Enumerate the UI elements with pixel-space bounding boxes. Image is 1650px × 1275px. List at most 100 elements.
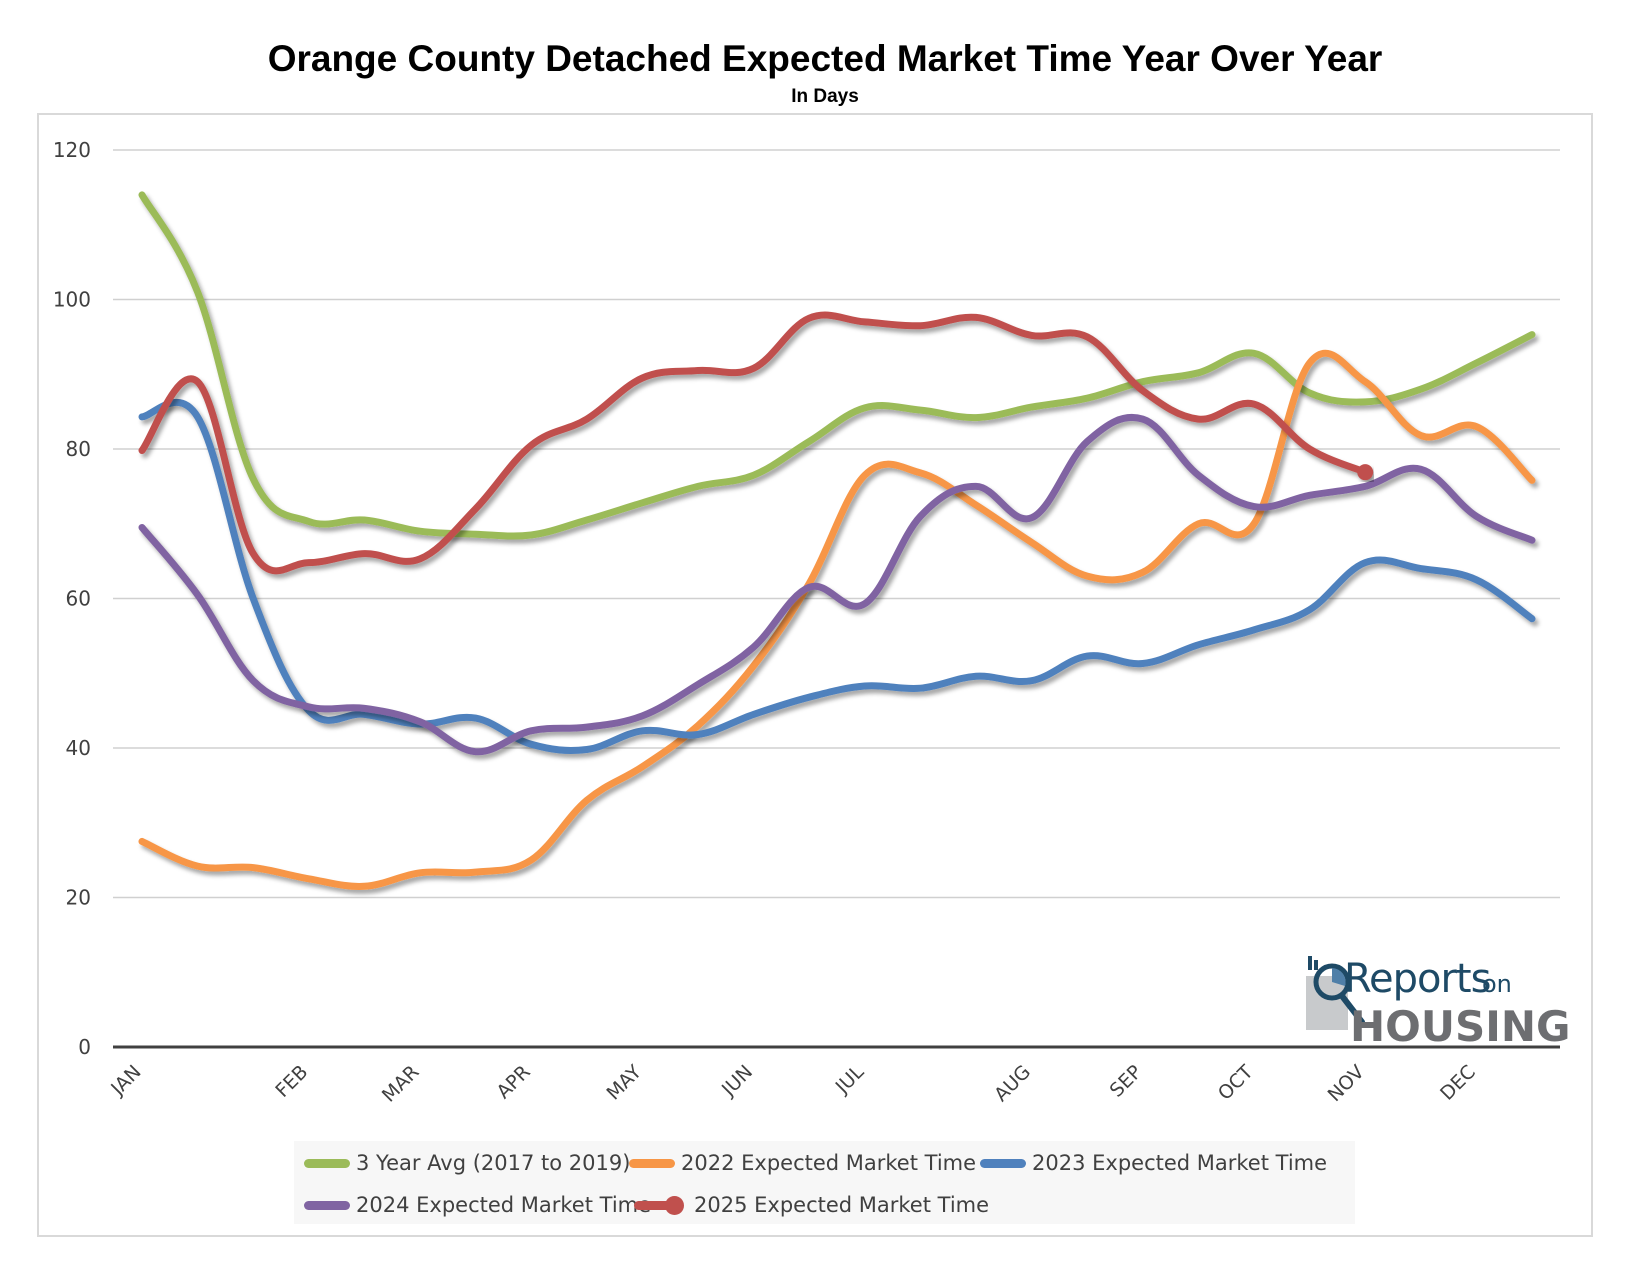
chart-title: Orange County Detached Expected Market T… bbox=[267, 38, 1383, 79]
data-point bbox=[751, 644, 757, 650]
legend-item-3yr-avg[interactable]: 3 Year Avg (2017 to 2019) bbox=[304, 1151, 630, 1175]
data-point bbox=[417, 528, 423, 534]
data-point bbox=[1529, 477, 1535, 483]
data-point bbox=[1418, 566, 1424, 572]
data-point bbox=[139, 524, 145, 530]
data-point bbox=[195, 863, 201, 869]
data-point bbox=[1307, 360, 1313, 366]
y-tick-label: 40 bbox=[66, 736, 91, 760]
legend-item-2024[interactable]: 2024 Expected Market Time bbox=[304, 1193, 651, 1217]
y-tick-label: 20 bbox=[66, 886, 91, 910]
data-point bbox=[1251, 401, 1257, 407]
data-point bbox=[1307, 492, 1313, 498]
data-point bbox=[1307, 446, 1313, 452]
data-point bbox=[862, 683, 868, 689]
legend-swatch bbox=[980, 1158, 1026, 1168]
data-point bbox=[528, 442, 534, 448]
logo-housing-text: HOUSING bbox=[1350, 1002, 1571, 1051]
x-tick-label: JUL bbox=[831, 1061, 869, 1099]
data-point bbox=[528, 741, 534, 747]
data-point bbox=[1140, 388, 1146, 394]
data-point bbox=[1029, 539, 1035, 545]
x-tick-label: JUN bbox=[717, 1061, 757, 1101]
data-point bbox=[139, 838, 145, 844]
data-point bbox=[361, 517, 367, 523]
data-point bbox=[862, 472, 868, 478]
data-point bbox=[1029, 332, 1035, 338]
legend-item-2025[interactable]: 2025 Expected Market Time bbox=[634, 1193, 989, 1217]
data-point bbox=[862, 319, 868, 325]
data-point bbox=[250, 596, 256, 602]
x-tick-label: OCT bbox=[1214, 1061, 1258, 1105]
data-point bbox=[639, 764, 645, 770]
data-point bbox=[306, 876, 312, 882]
data-point bbox=[306, 704, 312, 710]
data-point bbox=[473, 506, 479, 512]
data-point bbox=[973, 415, 979, 421]
data-point bbox=[473, 749, 479, 755]
legend-label: 2025 Expected Market Time bbox=[694, 1193, 990, 1217]
legend-item-2022[interactable]: 2022 Expected Market Time bbox=[629, 1151, 976, 1175]
data-point bbox=[306, 560, 312, 566]
data-point bbox=[1195, 370, 1201, 376]
data-point bbox=[1362, 399, 1368, 405]
y-tick-label: 120 bbox=[53, 138, 91, 162]
data-point bbox=[306, 519, 312, 525]
reports-on-housing-logo: Reports on HOUSING bbox=[1300, 956, 1590, 1056]
data-point bbox=[751, 711, 757, 717]
legend-label: 2022 Expected Market Time bbox=[681, 1151, 977, 1175]
data-point bbox=[195, 289, 201, 295]
data-point bbox=[862, 405, 868, 411]
data-point bbox=[528, 728, 534, 734]
chart-frame bbox=[37, 113, 1593, 1237]
data-point bbox=[139, 192, 145, 198]
data-point bbox=[1140, 416, 1146, 422]
data-point bbox=[917, 470, 923, 476]
data-point bbox=[1362, 379, 1368, 385]
legend-item-2023[interactable]: 2023 Expected Market Time bbox=[980, 1151, 1327, 1175]
legend-swatch bbox=[304, 1200, 350, 1210]
data-point bbox=[639, 728, 645, 734]
data-point bbox=[1251, 521, 1257, 527]
legend-swatch bbox=[634, 1195, 684, 1215]
data-point bbox=[1473, 513, 1479, 519]
data-point bbox=[1529, 537, 1535, 543]
data-point bbox=[639, 500, 645, 506]
data-point bbox=[1362, 560, 1368, 566]
y-axis-ticks: 0 20 40 60 80 100 120 bbox=[53, 138, 91, 1059]
series-line-0 bbox=[138, 191, 1536, 540]
data-point bbox=[973, 314, 979, 320]
series-line-4 bbox=[138, 311, 1369, 575]
data-point bbox=[195, 414, 201, 420]
data-point bbox=[250, 551, 256, 557]
legend-marker-icon bbox=[665, 1195, 684, 1215]
series-end-marker bbox=[1357, 464, 1374, 481]
data-point bbox=[1362, 483, 1368, 489]
data-point bbox=[1140, 661, 1146, 667]
data-point bbox=[417, 719, 423, 725]
x-tick-label: FEB bbox=[271, 1061, 312, 1102]
data-point bbox=[1251, 627, 1257, 633]
legend-swatch bbox=[629, 1158, 675, 1168]
x-axis-ticks: JAN FEB MAR APR MAY JUN JUL AUG SEP OCT NOV DEC bbox=[106, 1061, 1480, 1107]
data-point bbox=[917, 685, 923, 691]
x-tick-label: MAY bbox=[602, 1061, 646, 1105]
data-point bbox=[139, 447, 145, 453]
series-line-2 bbox=[138, 398, 1536, 754]
data-point bbox=[806, 439, 812, 445]
data-point bbox=[1251, 350, 1257, 356]
data-point bbox=[1029, 515, 1035, 521]
data-point bbox=[1251, 504, 1257, 510]
data-point bbox=[584, 746, 590, 752]
data-point bbox=[195, 592, 201, 598]
x-tick-label: DEC bbox=[1436, 1061, 1480, 1105]
logo-on-text: on bbox=[1482, 970, 1512, 998]
legend-label: 3 Year Avg (2017 to 2019) bbox=[356, 1151, 631, 1175]
data-point bbox=[361, 883, 367, 889]
x-tick-label: APR bbox=[493, 1061, 535, 1103]
data-point bbox=[1029, 678, 1035, 684]
data-point bbox=[639, 375, 645, 381]
data-point bbox=[917, 407, 923, 413]
data-point bbox=[1473, 577, 1479, 583]
